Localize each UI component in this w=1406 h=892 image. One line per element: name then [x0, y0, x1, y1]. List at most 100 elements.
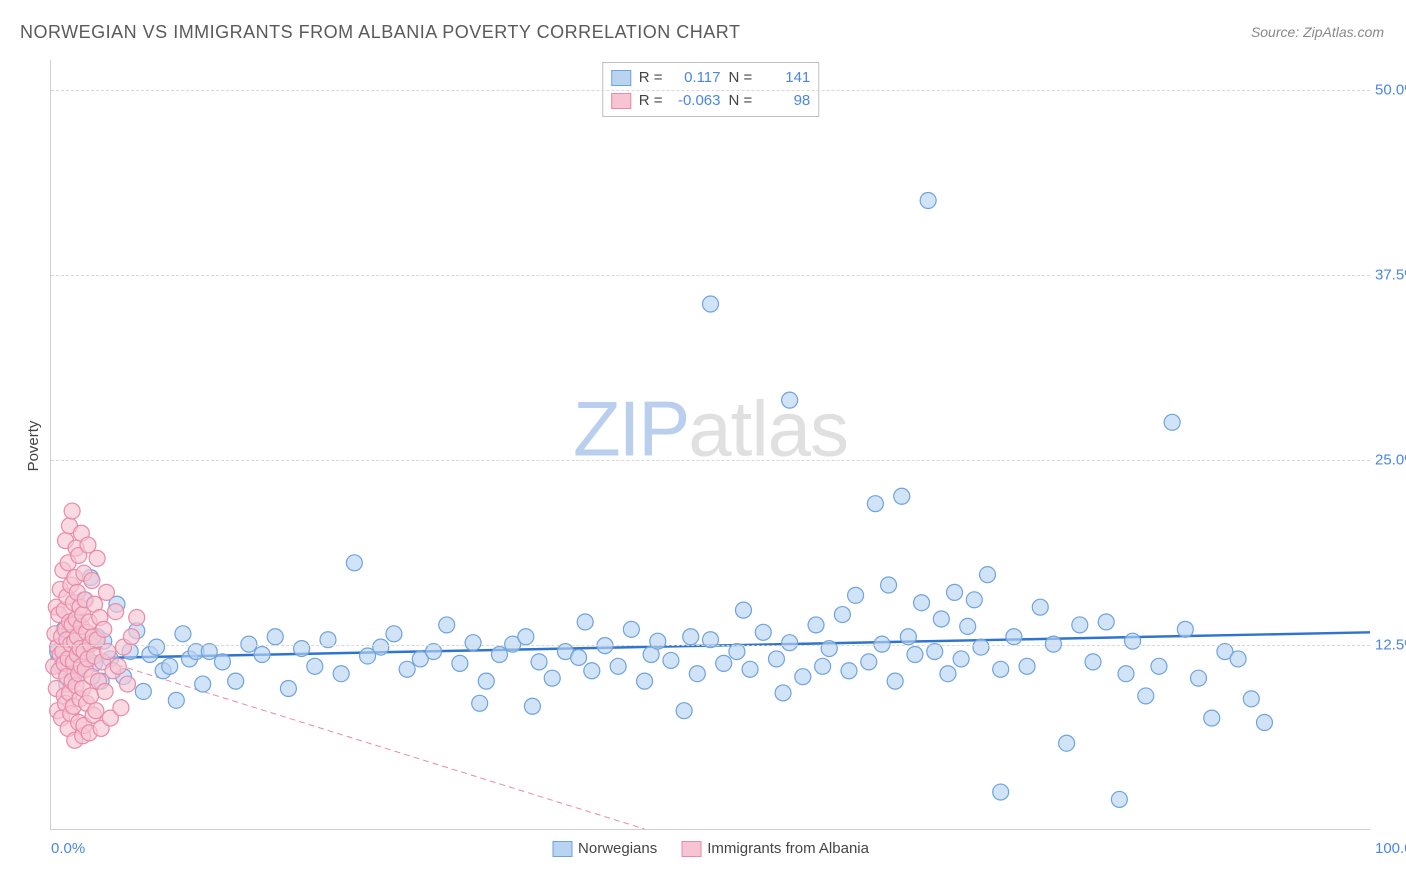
- data-point: [1230, 651, 1246, 667]
- data-point: [1111, 791, 1127, 807]
- data-point: [373, 639, 389, 655]
- data-point: [973, 639, 989, 655]
- data-point: [1006, 629, 1022, 645]
- data-point: [129, 610, 145, 626]
- r-label: R =: [639, 67, 663, 90]
- data-point: [333, 666, 349, 682]
- data-point: [123, 629, 139, 645]
- y-tick-label: 50.0%: [1375, 81, 1406, 98]
- data-point: [64, 503, 80, 519]
- data-point: [452, 655, 468, 671]
- data-point: [1098, 614, 1114, 630]
- data-point: [663, 652, 679, 668]
- data-point: [940, 666, 956, 682]
- r-label-2: R =: [639, 90, 663, 113]
- data-point: [729, 644, 745, 660]
- data-point: [676, 703, 692, 719]
- data-point: [544, 670, 560, 686]
- data-point: [113, 700, 129, 716]
- n-value-2: 98: [760, 90, 810, 113]
- data-point: [491, 647, 507, 663]
- data-point: [887, 673, 903, 689]
- data-point: [848, 587, 864, 603]
- data-point: [808, 617, 824, 633]
- data-point: [1177, 621, 1193, 637]
- swatch-immigrants: [611, 93, 631, 109]
- data-point: [953, 651, 969, 667]
- data-point: [993, 661, 1009, 677]
- data-point: [120, 676, 136, 692]
- legend-label-1: Norwegians: [578, 840, 657, 857]
- data-point: [518, 629, 534, 645]
- data-point: [346, 555, 362, 571]
- data-point: [254, 647, 270, 663]
- data-point: [821, 641, 837, 657]
- legend-item-2: Immigrants from Albania: [681, 840, 869, 857]
- data-point: [577, 614, 593, 630]
- data-point: [768, 651, 784, 667]
- grid-line: [51, 460, 1370, 461]
- legend-swatch-2: [681, 841, 701, 857]
- y-tick-label: 37.5%: [1375, 266, 1406, 283]
- data-point: [1138, 688, 1154, 704]
- n-value-1: 141: [760, 67, 810, 90]
- n-label: N =: [729, 67, 753, 90]
- data-point: [637, 673, 653, 689]
- data-point: [214, 654, 230, 670]
- data-point: [175, 626, 191, 642]
- stats-row-1: R = 0.117 N = 141: [611, 67, 811, 90]
- data-point: [914, 595, 930, 611]
- data-point: [399, 661, 415, 677]
- data-point: [623, 621, 639, 637]
- data-point: [1019, 658, 1035, 674]
- data-point: [947, 584, 963, 600]
- data-point: [307, 658, 323, 674]
- data-point: [386, 626, 402, 642]
- data-point: [735, 602, 751, 618]
- x-tick-label: 100.0%: [1375, 840, 1406, 857]
- data-point: [195, 676, 211, 692]
- data-point: [1085, 654, 1101, 670]
- data-point: [97, 683, 113, 699]
- data-point: [1243, 691, 1259, 707]
- data-point: [98, 584, 114, 600]
- data-point: [294, 641, 310, 657]
- data-point: [861, 654, 877, 670]
- data-point: [571, 649, 587, 665]
- data-point: [1204, 710, 1220, 726]
- data-point: [89, 550, 105, 566]
- grid-line: [51, 275, 1370, 276]
- data-point: [88, 703, 104, 719]
- grid-line: [51, 90, 1370, 91]
- data-point: [1151, 658, 1167, 674]
- data-point: [439, 617, 455, 633]
- data-point: [1191, 670, 1207, 686]
- data-point: [524, 698, 540, 714]
- chart-title: NORWEGIAN VS IMMIGRANTS FROM ALBANIA POV…: [20, 22, 740, 43]
- data-point: [815, 658, 831, 674]
- r-value-1: 0.117: [671, 67, 721, 90]
- data-point: [478, 673, 494, 689]
- data-point: [933, 611, 949, 627]
- data-point: [110, 658, 126, 674]
- data-point: [894, 488, 910, 504]
- data-point: [683, 629, 699, 645]
- stats-row-2: R = -0.063 N = 98: [611, 90, 811, 113]
- data-point: [1118, 666, 1134, 682]
- data-point: [703, 296, 719, 312]
- data-point: [993, 784, 1009, 800]
- legend-swatch-1: [552, 841, 572, 857]
- y-tick-label: 25.0%: [1375, 451, 1406, 468]
- data-point: [465, 635, 481, 651]
- data-point: [168, 692, 184, 708]
- data-point: [834, 607, 850, 623]
- data-point: [979, 567, 995, 583]
- data-point: [841, 663, 857, 679]
- data-point: [531, 654, 547, 670]
- data-point: [610, 658, 626, 674]
- data-point: [162, 658, 178, 674]
- data-point: [881, 577, 897, 593]
- legend-label-2: Immigrants from Albania: [707, 840, 869, 857]
- bottom-legend: Norwegians Immigrants from Albania: [552, 840, 869, 857]
- y-axis-label: Poverty: [25, 421, 42, 472]
